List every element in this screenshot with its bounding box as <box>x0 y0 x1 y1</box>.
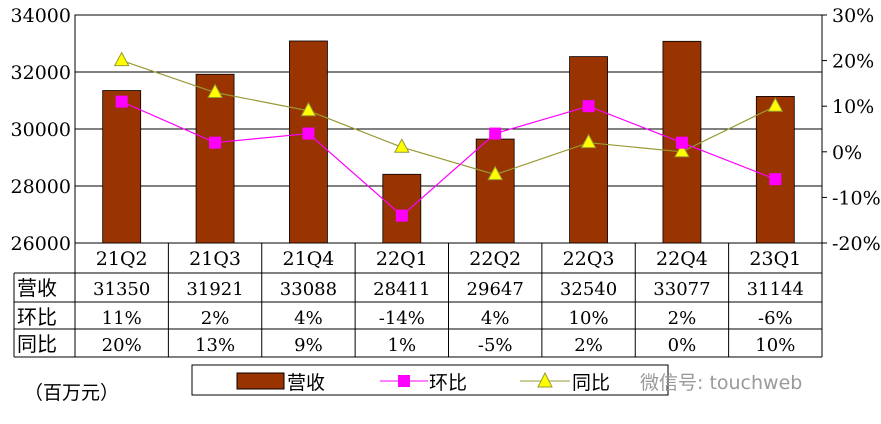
marker-qoq <box>302 127 315 140</box>
table-cell: 10% <box>569 308 609 329</box>
table-cell: 31921 <box>186 279 243 300</box>
marker-yoy <box>207 83 223 99</box>
marker-qoq <box>395 209 408 222</box>
table-cell: 31350 <box>93 279 150 300</box>
y-tick-label: 32000 <box>11 62 71 84</box>
legend-marker-qoq <box>398 375 410 387</box>
table-cell: 20% <box>102 335 142 356</box>
table-cell: -5% <box>478 335 513 356</box>
x-tick-label: 21Q4 <box>283 248 335 270</box>
marker-qoq <box>209 136 222 149</box>
bar-revenue <box>382 173 422 244</box>
y-tick-label: 26000 <box>11 233 71 255</box>
bar-revenue <box>102 90 142 244</box>
y-tick-label: 30000 <box>11 119 71 141</box>
bar-revenue <box>289 40 328 244</box>
bar-revenue <box>475 138 515 244</box>
bar-revenue <box>195 73 235 244</box>
table-cell: 0% <box>668 335 697 356</box>
marker-yoy <box>393 138 410 153</box>
marker-qoq <box>769 173 782 186</box>
y-tick-label: 34000 <box>11 5 71 27</box>
legend-label-revenue: 营收 <box>287 372 325 394</box>
line-qoq <box>121 101 776 217</box>
legend-swatch-revenue <box>236 372 285 390</box>
marker-qoq <box>582 100 595 113</box>
marker-yoy <box>580 133 597 149</box>
y2-tick-label: -10% <box>832 187 881 209</box>
y2-tick-label: 10% <box>832 96 874 118</box>
table-cell: 9% <box>294 335 323 356</box>
table-cell: 2% <box>201 308 230 329</box>
table-row-label: 环比 <box>17 305 57 329</box>
marker-yoy <box>674 142 690 158</box>
table-row-label: 同比 <box>17 332 57 356</box>
y2-tick-label: 20% <box>832 51 874 73</box>
x-tick-label: 22Q4 <box>656 248 708 270</box>
marker-yoy <box>300 101 317 117</box>
watermark: 微信号: touchweb <box>640 372 803 394</box>
marker-yoy <box>113 51 130 67</box>
x-tick-label: 22Q2 <box>469 248 521 270</box>
table-cell: 31144 <box>747 279 804 300</box>
legend-label-yoy: 同比 <box>572 372 610 394</box>
y2-tick-label: -20% <box>832 233 881 255</box>
y2-tick-label: 0% <box>832 142 862 164</box>
x-tick-label: 21Q2 <box>96 248 148 270</box>
table-cell: 28411 <box>373 279 430 300</box>
table-cell: 2% <box>574 335 603 356</box>
x-tick-label: 21Q3 <box>189 248 241 270</box>
x-tick-label: 22Q1 <box>376 248 428 270</box>
marker-yoy <box>767 97 784 112</box>
table-cell: 4% <box>481 308 510 329</box>
legend-label-qoq: 环比 <box>429 372 467 394</box>
y2-tick-label: 30% <box>832 5 874 27</box>
x-tick-label: 23Q1 <box>749 248 801 270</box>
table-cell: 2% <box>668 308 697 329</box>
line-yoy <box>121 60 776 176</box>
bar-revenue <box>755 95 795 244</box>
table-cell: 10% <box>755 335 795 356</box>
marker-qoq <box>115 95 128 108</box>
bar-revenue <box>569 56 608 244</box>
table-cell: 33088 <box>280 279 337 300</box>
unit-label: （百万元） <box>24 382 119 404</box>
table-cell: -6% <box>758 308 793 329</box>
table-cell: 32540 <box>560 279 617 300</box>
table-cell: 11% <box>102 308 142 329</box>
marker-qoq <box>489 127 502 140</box>
y-tick-label: 28000 <box>11 176 71 198</box>
table-cell: 4% <box>294 308 323 329</box>
marker-yoy <box>487 165 504 181</box>
table-cell: 13% <box>195 335 235 356</box>
legend-marker-yoy <box>537 371 553 388</box>
table-cell: 1% <box>388 335 417 356</box>
x-tick-label: 22Q3 <box>563 248 615 270</box>
table-cell: 29647 <box>467 279 524 300</box>
table-cell: -14% <box>379 308 425 329</box>
table-cell: 33077 <box>653 279 710 300</box>
table-row-label: 营收 <box>17 276 57 300</box>
marker-qoq <box>675 136 688 149</box>
